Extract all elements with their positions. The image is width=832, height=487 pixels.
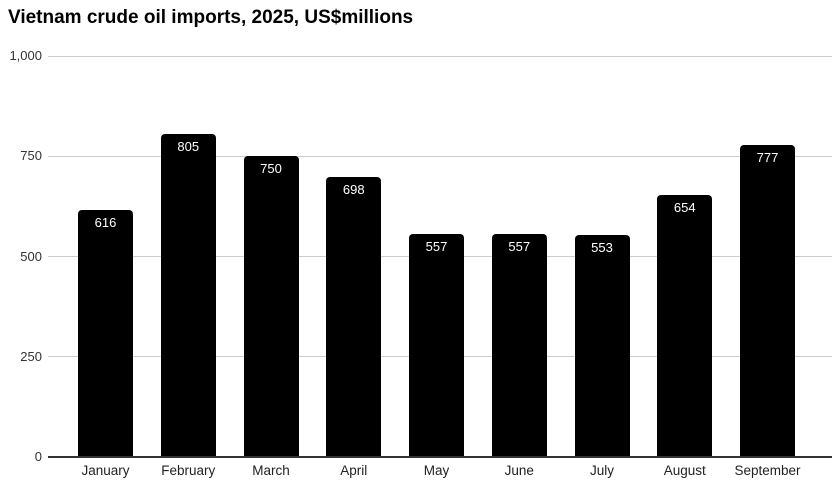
x-axis-baseline [48, 456, 832, 458]
x-axis-category-label: January [81, 463, 130, 478]
bar-value-label: 557 [425, 238, 448, 254]
bar-value-label: 616 [94, 214, 117, 230]
x-axis-category-label: July [589, 463, 614, 478]
bar [574, 235, 630, 457]
bar [326, 177, 382, 457]
bar [243, 156, 299, 457]
y-gridline [48, 55, 832, 57]
bar-value-label: 777 [756, 150, 779, 166]
bar-value-label: 654 [673, 199, 696, 215]
chart-title: Vietnam crude oil imports, 2025, US$mill… [8, 7, 414, 28]
bar [409, 233, 464, 457]
bar-value-label: 698 [342, 182, 365, 198]
x-axis-category-label: March [252, 463, 290, 478]
x-axis-category-label: April [340, 463, 368, 478]
y-axis-tick-label: 750 [20, 148, 42, 164]
y-gridline [48, 155, 832, 157]
y-axis-tick-label: 1,000 [9, 48, 42, 63]
x-axis-category-label: May [423, 463, 450, 478]
x-axis-category-label: September [734, 463, 801, 478]
bar [160, 134, 216, 457]
x-axis-category-label: February [161, 463, 216, 478]
bar [78, 209, 133, 457]
bar-value-label: 805 [177, 139, 200, 155]
bar-value-label: 557 [508, 238, 531, 254]
bar [740, 145, 795, 457]
y-axis-tick-label: 250 [20, 348, 42, 364]
y-axis-tick-label: 500 [20, 248, 42, 264]
x-axis-category-label: June [504, 463, 534, 478]
bar-value-label: 750 [260, 161, 282, 177]
bar [491, 233, 547, 457]
bar [657, 194, 713, 457]
bar-value-label: 553 [591, 240, 613, 256]
y-axis-tick-label: 0 [34, 449, 42, 464]
x-axis-category-label: August [663, 463, 706, 478]
